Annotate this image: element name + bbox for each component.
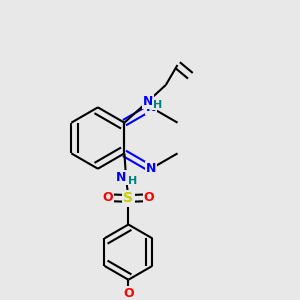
Text: H: H [153, 100, 162, 110]
Text: S: S [123, 191, 134, 206]
Text: N: N [143, 95, 153, 108]
Text: N: N [146, 162, 156, 175]
Text: O: O [123, 287, 134, 300]
Text: N: N [116, 171, 127, 184]
Text: H: H [128, 176, 137, 186]
Text: N: N [146, 101, 156, 114]
Text: O: O [144, 191, 154, 204]
Text: O: O [103, 191, 113, 204]
